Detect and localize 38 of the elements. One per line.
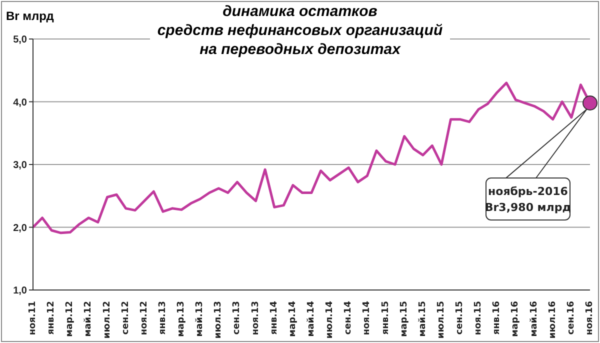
x-tick-label: ноя.15 xyxy=(474,301,484,336)
chart-title: динамика остатков средств нефинансовых организаций на переводных депозитах xyxy=(150,2,450,59)
y-tick-label: 1,0 xyxy=(13,286,28,297)
x-tick-label: янв.14 xyxy=(269,301,280,335)
x-tick-label: сен.13 xyxy=(232,301,242,335)
x-tick-label: май.14 xyxy=(306,301,316,337)
x-tick-label: май.16 xyxy=(529,301,540,337)
x-tick-label: июл.15 xyxy=(436,301,446,339)
x-tick-label: сен.16 xyxy=(566,301,576,335)
x-tick-label: май.12 xyxy=(84,301,94,337)
y-axis-title: Br млрд xyxy=(6,9,54,23)
x-tick-label: ноя.14 xyxy=(362,301,372,336)
x-tick-label: мар.15 xyxy=(399,301,410,337)
x-tick-label: мар.13 xyxy=(176,301,187,337)
x-tick-label: янв.12 xyxy=(46,301,57,335)
x-tick-label: июл.16 xyxy=(548,301,558,339)
x-tick-label: июл.12 xyxy=(102,301,112,339)
x-tick-label: май.13 xyxy=(195,301,206,337)
x-tick-label: ноя.13 xyxy=(250,301,261,336)
y-tick-label: 5,0 xyxy=(13,34,28,46)
x-tick-label: янв.13 xyxy=(158,301,168,335)
y-tick-label: 4,0 xyxy=(13,97,28,108)
x-tick-label: июл.13 xyxy=(214,301,224,339)
x-tick-label: июл.14 xyxy=(325,301,336,339)
x-tick-label: мар.16 xyxy=(510,301,521,337)
x-tick-label: мар.14 xyxy=(288,301,298,337)
x-tick-label: ноя.11 xyxy=(28,301,38,336)
y-tick-label: 3,0 xyxy=(13,160,28,172)
x-tick-label: сен.14 xyxy=(344,301,354,335)
x-tick-label: сен.12 xyxy=(120,301,131,335)
x-tick-label: янв.16 xyxy=(492,301,502,335)
x-tick-label: сен.15 xyxy=(455,301,466,335)
x-tick-label: ноя.16 xyxy=(585,301,595,336)
y-tick-label: 2,0 xyxy=(13,222,28,234)
x-tick-label: май.15 xyxy=(418,301,428,337)
x-tick-label: мар.12 xyxy=(65,301,76,337)
x-tick-label: ноя.12 xyxy=(139,301,150,336)
x-tick-label: янв.15 xyxy=(380,301,391,335)
